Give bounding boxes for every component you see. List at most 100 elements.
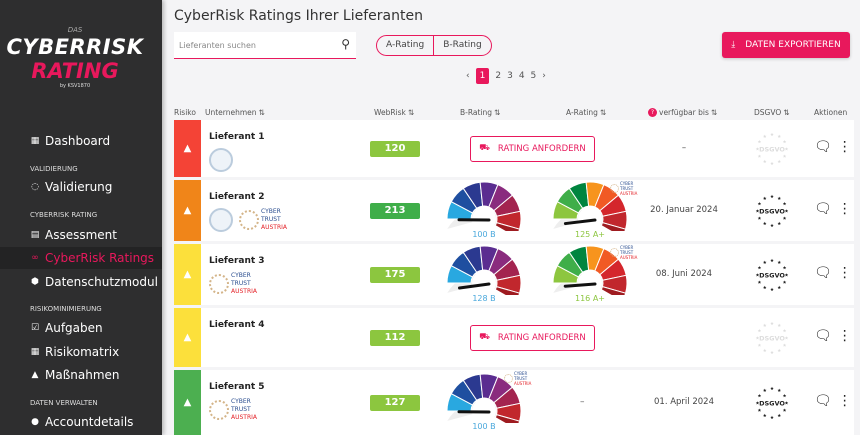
gauge-needle	[458, 282, 491, 290]
search-icon[interactable]: ⚲	[341, 37, 350, 51]
sidebar: DAS CYBERRISK RATING by KSV1870 ▦ Dashboa…	[0, 0, 162, 435]
risk-indicator: ▲	[174, 308, 201, 367]
request-rating-button[interactable]: ⛟ RATING ANFORDERN	[470, 135, 595, 162]
help-icon[interactable]: ?	[648, 108, 657, 117]
star-icon	[763, 260, 767, 264]
sidebar-item-dashboard[interactable]: ▦ Dashboard	[0, 130, 162, 152]
sidebar-item-accountdetails[interactable]: ● Accountdetails	[0, 411, 162, 433]
more-vertical-icon[interactable]: ⋮	[837, 200, 852, 217]
risk-indicator: ▲	[174, 120, 201, 177]
col-b-rating[interactable]: B-Rating ⇅	[460, 108, 500, 117]
more-vertical-icon[interactable]: ⋮	[837, 327, 852, 344]
grid-icon: ▦	[30, 347, 40, 357]
star-icon	[782, 215, 787, 220]
iso-certificate-icon	[209, 148, 233, 172]
shield-outline-icon: ◌	[31, 182, 39, 192]
page-3[interactable]: 3	[507, 71, 513, 81]
page-2[interactable]: 2	[495, 71, 502, 81]
webrisk-score[interactable]: 112	[370, 329, 420, 346]
comment-icon[interactable]: 🗨	[814, 392, 832, 409]
calendar-check-icon: ☑	[30, 323, 40, 333]
page-5[interactable]: 5	[530, 71, 537, 81]
search-placeholder: Lieferanten suchen	[179, 41, 256, 50]
sort-icon[interactable]: ⇅	[599, 108, 607, 117]
page-4[interactable]: 4	[518, 71, 525, 81]
sidebar-item-validierung[interactable]: ◌ Validierung	[0, 176, 162, 198]
next-page-button[interactable]: ›	[542, 71, 546, 81]
company-name[interactable]: Lieferant 1	[209, 132, 265, 142]
sidebar-item-label: Validierung	[45, 180, 113, 194]
dsgvo-icon[interactable]: DSGVO	[755, 132, 789, 166]
star-icon	[784, 335, 789, 339]
dsgvo-icon[interactable]: DSGVO	[755, 386, 789, 420]
webrisk-score[interactable]: 175	[370, 266, 420, 283]
more-vertical-icon[interactable]: ⋮	[837, 138, 852, 155]
sidebar-item-maßnahmen[interactable]: ▲ Maßnahmen	[0, 364, 162, 386]
logo[interactable]: DAS CYBERRISK RATING by KSV1870	[6, 26, 144, 89]
table-row[interactable]: ▲ Lieferant 3 CYBER TRUST AUSTRIA 175 128 B 116…	[174, 244, 854, 305]
col-available[interactable]: ? verfügbar bis ⇅	[648, 108, 717, 117]
available-until: 01. April 2024	[654, 396, 714, 407]
sidebar-item-label: Dashboard	[45, 134, 111, 148]
webrisk-score[interactable]: 120	[370, 140, 420, 157]
sidebar-item-cyberrisk-ratings[interactable]: ∞ CyberRisk Ratings	[0, 247, 162, 269]
table-header: Risiko Unternehmen ⇅ WebRisk ⇅ B-Rating ⇅ A…	[174, 108, 854, 118]
webrisk-score[interactable]: 213	[370, 202, 420, 219]
star-icon	[770, 386, 774, 390]
col-webrisk[interactable]: WebRisk ⇅	[374, 108, 414, 117]
request-rating-button[interactable]: ⛟ RATING ANFORDERN	[470, 324, 595, 351]
dsgvo-icon[interactable]: DSGVO	[755, 194, 789, 228]
a-rating-gauge[interactable]: 116 A+	[550, 243, 630, 305]
dsgvo-label: DSGVO	[759, 399, 785, 407]
comment-icon[interactable]: 🗨	[814, 327, 832, 344]
sidebar-item-datenschutzmodul[interactable]: ⬢ Datenschutzmodul	[0, 271, 162, 293]
page-1[interactable]: 1	[475, 68, 490, 84]
prev-page-button[interactable]: ‹	[466, 71, 470, 81]
company-name[interactable]: Lieferant 5	[209, 382, 265, 392]
company-name[interactable]: Lieferant 4	[209, 320, 265, 330]
star-icon	[757, 153, 762, 158]
sort-icon[interactable]: ⇅	[710, 108, 718, 117]
star-icon	[784, 208, 789, 212]
sort-icon[interactable]: ⇅	[783, 108, 790, 117]
table-row[interactable]: ▲ Lieferant 5 CYBER TRUST AUSTRIA 127 100 B CYB…	[174, 370, 854, 435]
sort-icon[interactable]: ⇅	[258, 108, 265, 117]
comment-icon[interactable]: 🗨	[814, 200, 832, 217]
star-icon	[757, 201, 762, 205]
dsgvo-icon[interactable]: DSGVO	[755, 258, 789, 292]
search-input[interactable]: Lieferanten suchen ⚲	[174, 32, 356, 59]
dsgvo-icon[interactable]: DSGVO	[755, 321, 789, 355]
star-icon	[755, 146, 760, 150]
col-company[interactable]: Unternehmen ⇅	[205, 108, 265, 117]
filter-b-rating[interactable]: B-Rating	[433, 36, 490, 55]
star-icon	[763, 388, 767, 392]
col-a-rating[interactable]: A-Rating ⇅	[566, 108, 606, 117]
sort-icon[interactable]: ⇅	[494, 108, 501, 117]
comment-icon[interactable]: 🗨	[814, 264, 832, 281]
filter-a-rating[interactable]: A-Rating	[386, 40, 425, 50]
chart-icon: ▤	[30, 230, 40, 240]
sidebar-item-risikomatrix[interactable]: ▦ Risikomatrix	[0, 341, 162, 363]
export-button[interactable]: ⤓ DATEN EXPORTIEREN	[722, 32, 850, 58]
sidebar-item-assessment[interactable]: ▤ Assessment	[0, 224, 162, 246]
dsgvo-label: DSGVO	[759, 271, 785, 279]
sort-icon[interactable]: ⇅	[407, 108, 415, 117]
col-dsgvo[interactable]: DSGVO ⇅	[754, 108, 790, 117]
more-vertical-icon[interactable]: ⋮	[837, 264, 852, 281]
company-name[interactable]: Lieferant 3	[209, 256, 265, 266]
company-name[interactable]: Lieferant 2	[209, 192, 265, 202]
gauge-value: 116 A+	[575, 293, 605, 303]
comment-icon[interactable]: 🗨	[814, 138, 832, 155]
b-rating-gauge[interactable]: 100 B	[444, 179, 524, 241]
table-row[interactable]: ▲ Lieferant 1 120 ⛟ RATING ANFORDERN – DSGVO 🗨 ⋮	[174, 120, 854, 177]
table-row[interactable]: ▲ Lieferant 2 CYBER TRUST AUSTRIA 213 100 B 125…	[174, 180, 854, 241]
sidebar-item-aufgaben[interactable]: ☑ Aufgaben	[0, 317, 162, 339]
webrisk-score[interactable]: 127	[370, 394, 420, 411]
more-vertical-icon[interactable]: ⋮	[837, 392, 852, 409]
b-rating-gauge[interactable]: 128 B	[444, 243, 524, 305]
row-actions: 🗨 ⋮	[814, 328, 852, 344]
link-icon: ∞	[31, 253, 39, 263]
star-icon	[763, 221, 767, 225]
table-row[interactable]: ▲ Lieferant 4 112 ⛟ RATING ANFORDERN DSGVO 🗨 ⋮	[174, 308, 854, 367]
cyber-trust-austria-logo: CYBER TRUST AUSTRIA	[209, 272, 257, 296]
